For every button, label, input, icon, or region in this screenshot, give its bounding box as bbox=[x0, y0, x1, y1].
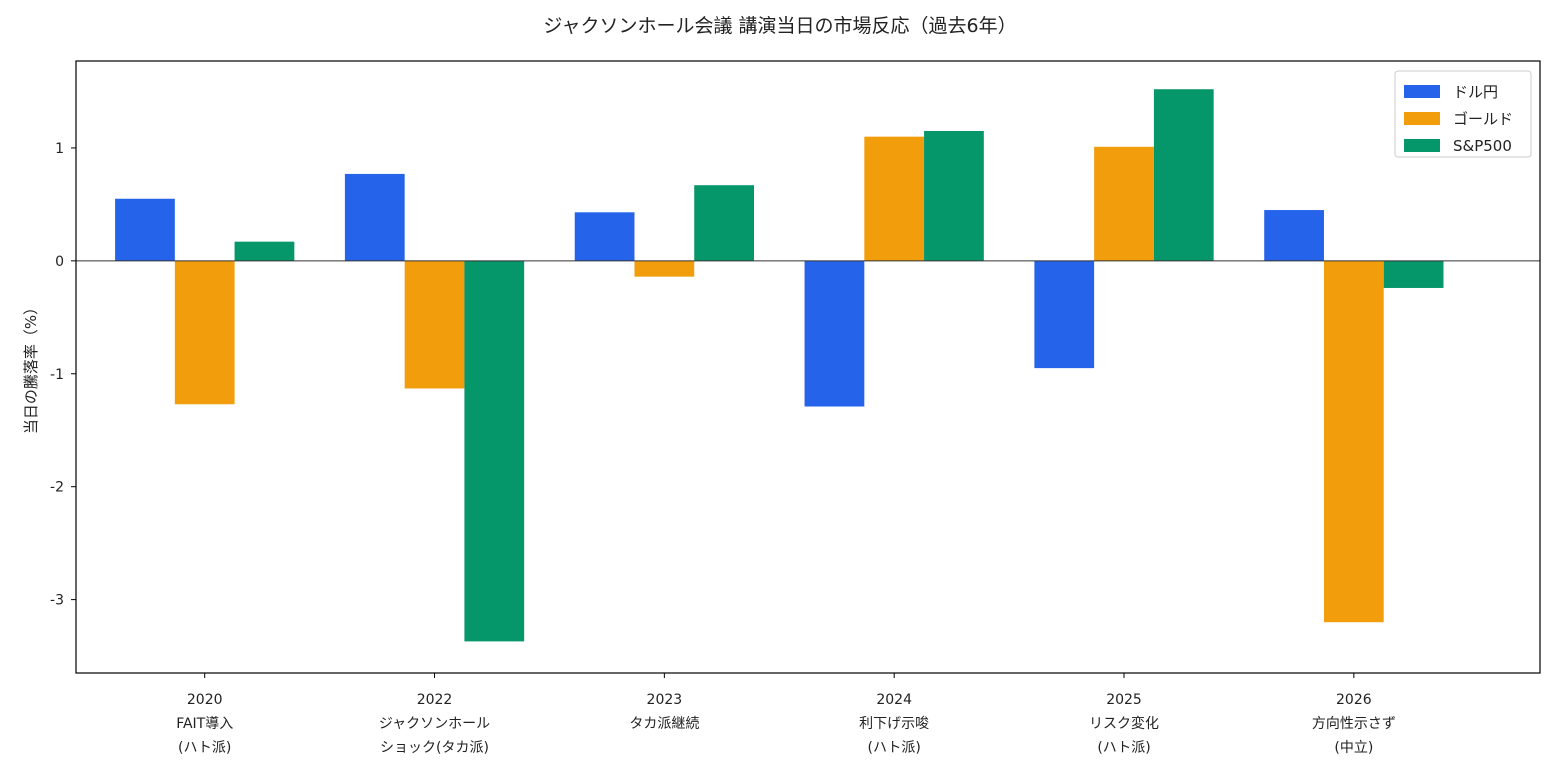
bar-1-5 bbox=[1034, 260, 1095, 369]
y-tick-label: -1 bbox=[50, 367, 64, 383]
x-tick-label: 2022 ジャクソンホールショック(タカ派) bbox=[379, 692, 490, 756]
bars-group bbox=[115, 89, 1444, 642]
y-axis: -3 -2 -1 0 1 bbox=[50, 141, 76, 609]
bar-1-6 bbox=[1264, 210, 1324, 261]
y-tick-label: -2 bbox=[50, 480, 64, 496]
bar-2-4 bbox=[864, 136, 925, 261]
bar-3-4 bbox=[924, 131, 984, 261]
bar-3-3 bbox=[694, 185, 754, 261]
bar-3-1 bbox=[234, 241, 295, 261]
bar-1-2 bbox=[344, 173, 405, 261]
bar-2-3 bbox=[634, 260, 695, 277]
chart-title: ジャクソンホール会議 講演当日の市場反応（過去6年） bbox=[543, 15, 1017, 37]
bar-2-1 bbox=[174, 260, 235, 405]
bar-2-5 bbox=[1094, 146, 1154, 261]
legend-label: ドル円 bbox=[1453, 83, 1498, 101]
x-tick-label: 2025 リスク変化(ハト派) bbox=[1089, 692, 1159, 756]
bar-3-5 bbox=[1153, 89, 1214, 261]
legend-swatch bbox=[1404, 139, 1440, 152]
legend-label: S&P500 bbox=[1453, 137, 1512, 155]
x-axis: 2020 FAIT導入(ハト派) 2022 ジャクソンホールショック(タカ派) 2023… bbox=[176, 673, 1396, 756]
bar-2-6 bbox=[1323, 260, 1384, 623]
x-tick-label: 2026 方向性示さず(中立) bbox=[1312, 692, 1396, 756]
bar-3-2 bbox=[464, 260, 525, 642]
x-tick-label: 2020 FAIT導入(ハト派) bbox=[176, 692, 233, 756]
y-tick-label: 0 bbox=[55, 254, 64, 270]
bar-3-6 bbox=[1383, 260, 1444, 288]
legend-swatch bbox=[1404, 85, 1440, 98]
legend-swatch bbox=[1404, 112, 1440, 125]
plot-area-frame bbox=[75, 60, 1541, 674]
y-tick-label: 1 bbox=[55, 141, 64, 157]
y-tick-label: -3 bbox=[50, 593, 64, 609]
y-axis-label: 当日の騰落率（%） bbox=[22, 300, 40, 434]
x-tick-label: 2024 利下げ示唆(ハト派) bbox=[859, 692, 929, 756]
bar-1-1 bbox=[115, 198, 175, 261]
bar-1-3 bbox=[574, 212, 635, 261]
bar-1-4 bbox=[804, 260, 865, 407]
bar-2-2 bbox=[404, 260, 465, 389]
x-tick-label: 2023 タカ派継続 bbox=[629, 692, 699, 732]
legend-label: ゴールド bbox=[1453, 110, 1513, 128]
